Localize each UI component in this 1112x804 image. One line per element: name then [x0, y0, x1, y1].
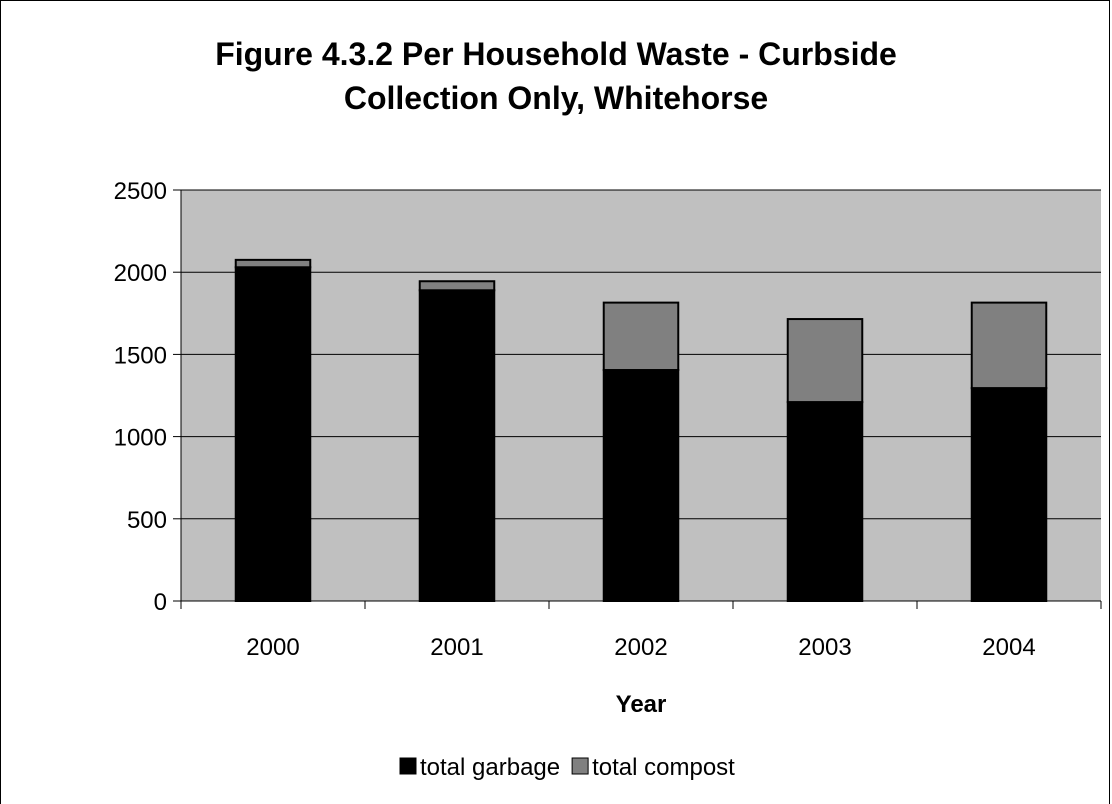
bar-total-garbage-2001 [418, 289, 496, 602]
bar-total-compost-2004 [970, 301, 1048, 390]
bar-total-compost-2001 [418, 280, 496, 292]
bar-total-compost-2000 [234, 258, 312, 269]
y-tick-label: 0 [154, 589, 167, 616]
bar-total-garbage-2000 [234, 266, 312, 602]
x-tick-label-2003: 2003 [798, 634, 851, 661]
x-tick-label-2002: 2002 [614, 634, 667, 661]
legend-label-total-compost: total compost [592, 754, 735, 781]
legend-swatch-total-garbage [399, 757, 417, 775]
y-tick-label: 2000 [114, 260, 167, 287]
chart-title-line-2: Collection Only, Whitehorse [343, 80, 769, 116]
y-tick-label: 2500 [114, 178, 167, 205]
bar-total-compost-2002 [602, 301, 680, 372]
x-axis-title: Year [616, 691, 667, 718]
y-tick-label: 1000 [114, 425, 167, 452]
legend-label-total-garbage: total garbage [420, 754, 560, 781]
bar-total-garbage-2002 [602, 369, 680, 602]
x-tick-label-2000: 2000 [246, 634, 299, 661]
legend-swatch-total-compost [571, 757, 589, 775]
y-tick-label: 500 [127, 507, 167, 534]
bar-total-garbage-2004 [970, 387, 1048, 602]
x-tick-label-2004: 2004 [982, 634, 1035, 661]
y-tick-label: 1500 [114, 342, 167, 369]
bar-total-compost-2003 [786, 318, 864, 404]
bar-total-garbage-2003 [786, 401, 864, 602]
chart-title-line-1: Figure 4.3.2 Per Household Waste - Curbs… [215, 36, 897, 72]
x-tick-label-2001: 2001 [430, 634, 483, 661]
